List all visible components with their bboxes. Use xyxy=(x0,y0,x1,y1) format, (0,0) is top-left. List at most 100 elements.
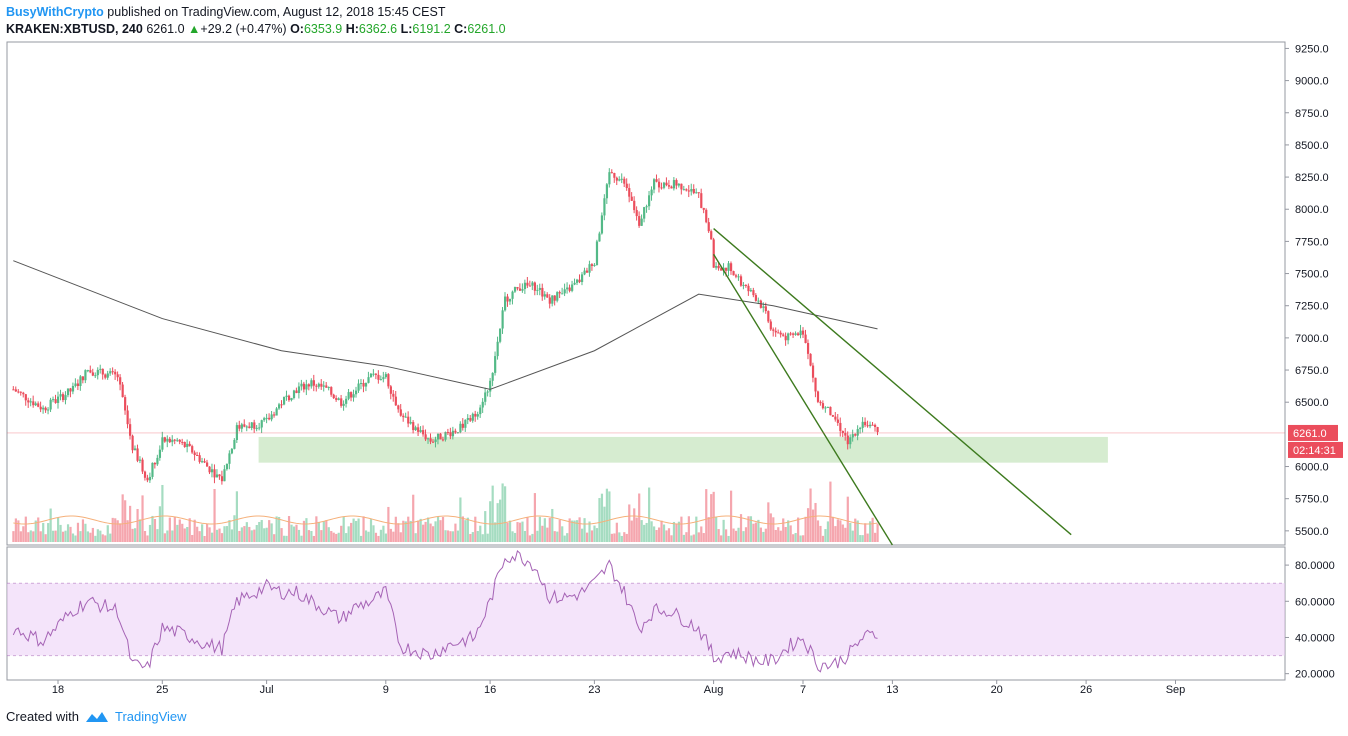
volume-bar xyxy=(585,532,589,542)
volume-bar xyxy=(166,530,169,542)
volume-bar xyxy=(831,516,834,542)
candle-body xyxy=(826,406,830,408)
volume-bar xyxy=(484,511,487,542)
volume-bar xyxy=(479,525,482,542)
countdown-badge xyxy=(1288,441,1343,458)
candle-body xyxy=(250,422,253,428)
volume-bar xyxy=(620,535,623,542)
volume-bar xyxy=(474,516,477,542)
candle-body xyxy=(563,289,566,294)
candle-body xyxy=(635,210,638,217)
volume-bar xyxy=(131,528,134,542)
candle-body xyxy=(777,332,780,334)
candle-body xyxy=(39,406,42,410)
volume-bar xyxy=(245,522,248,542)
volume-bar xyxy=(486,533,489,542)
volume-bar xyxy=(330,530,333,542)
volume-bar xyxy=(523,530,527,542)
author-link[interactable]: BusyWithCrypto xyxy=(6,5,104,19)
candle-body xyxy=(116,374,119,378)
volume-bar xyxy=(653,526,656,542)
volume-bar xyxy=(191,534,194,542)
candle-body xyxy=(292,390,296,399)
candle-body xyxy=(561,293,564,295)
volume-bar xyxy=(210,532,214,542)
candle-body xyxy=(466,418,469,420)
volume-bar xyxy=(787,520,790,542)
volume-bar xyxy=(124,500,127,542)
candle-body xyxy=(181,441,184,443)
volume-bar xyxy=(789,525,792,542)
price-chart[interactable]: 9250.09000.08750.08500.08250.08000.07750… xyxy=(0,0,1348,700)
candle-body xyxy=(531,282,534,286)
volume-bar xyxy=(834,526,837,542)
candle-body xyxy=(831,415,834,417)
volume-bar xyxy=(94,535,97,542)
candle-body xyxy=(486,391,489,393)
candle-body xyxy=(866,425,869,427)
volume-bar xyxy=(399,532,402,542)
candle-body xyxy=(369,373,373,378)
candle-body xyxy=(22,392,25,395)
support-zone xyxy=(258,436,1108,463)
volume-bar xyxy=(295,524,298,542)
volume-bar xyxy=(74,535,77,542)
candle-body xyxy=(476,414,479,417)
candle-body xyxy=(143,471,147,478)
volume-bar xyxy=(615,522,618,542)
candle-body xyxy=(377,374,380,380)
volume-bar xyxy=(255,525,258,542)
volume-bar xyxy=(372,525,375,542)
time-tick-label: 18 xyxy=(52,684,64,696)
volume-bar xyxy=(280,528,283,542)
volume-bar xyxy=(265,527,268,542)
volume-bar xyxy=(27,532,30,542)
volume-bar xyxy=(665,530,668,542)
publish-line: BusyWithCrypto published on TradingView.… xyxy=(6,4,506,21)
volume-bar xyxy=(305,518,308,542)
volume-bar xyxy=(24,516,27,542)
volume-bar xyxy=(282,535,286,542)
candle-body xyxy=(578,279,581,283)
volume-bar xyxy=(816,520,820,542)
candle-body xyxy=(29,401,32,403)
volume-bar xyxy=(695,516,698,542)
candle-body xyxy=(282,396,286,405)
candle-body xyxy=(856,429,859,436)
candle-body xyxy=(141,459,144,472)
volume-bar xyxy=(374,532,378,542)
candle-body xyxy=(210,469,214,473)
tradingview-link[interactable]: TradingView xyxy=(114,709,187,724)
symbol-label[interactable]: KRAKEN:XBTUSD, 240 xyxy=(6,22,143,36)
volume-bar xyxy=(844,527,847,542)
rsi-band xyxy=(7,583,1285,656)
candle-body xyxy=(131,435,134,451)
volume-bar xyxy=(504,486,507,542)
candle-body xyxy=(337,398,340,400)
candle-body xyxy=(787,333,790,341)
candle-body xyxy=(352,394,355,398)
candle-body xyxy=(240,424,243,429)
candle-body xyxy=(238,425,241,429)
volume-bar xyxy=(263,528,266,542)
candle-body xyxy=(434,439,437,442)
volume-bar xyxy=(250,530,253,542)
price-tick-label: 6000.0 xyxy=(1295,462,1329,474)
volume-bar xyxy=(705,489,708,542)
volume-bar xyxy=(64,530,67,542)
volume-bar xyxy=(876,523,879,542)
volume-bar xyxy=(379,529,383,542)
volume-bar xyxy=(59,524,62,542)
candle-body xyxy=(312,380,315,386)
volume-bar xyxy=(412,494,415,542)
candle-body xyxy=(374,373,378,375)
candle-body xyxy=(690,189,693,192)
candle-body xyxy=(705,209,708,223)
volume-bar xyxy=(439,520,442,542)
volume-bar xyxy=(402,520,405,542)
volume-bar xyxy=(163,533,166,542)
candle-body xyxy=(441,439,445,441)
candle-body xyxy=(138,459,142,461)
volume-bar xyxy=(739,514,743,542)
volume-bar xyxy=(367,531,370,542)
